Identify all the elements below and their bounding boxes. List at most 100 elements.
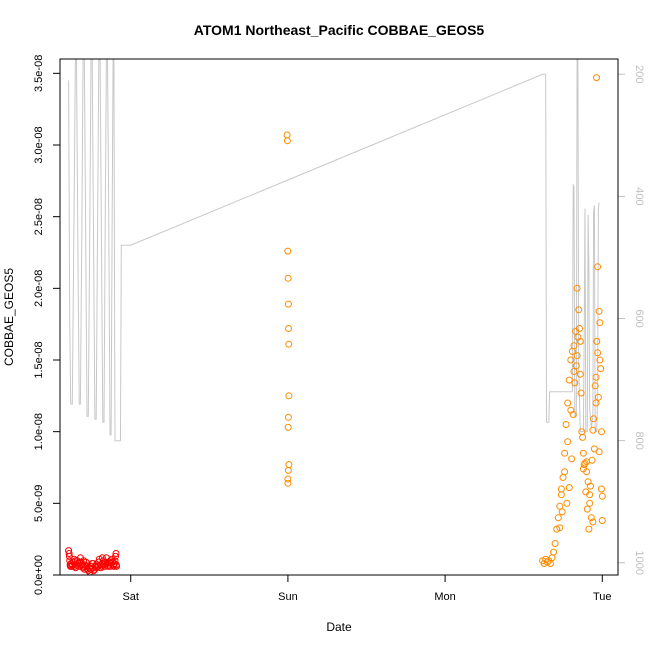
data-point-series-2 [595,448,603,456]
right-tick-label: 600 [633,309,645,327]
data-point-series-2 [592,399,600,407]
y-tick-label: 5.0e-09 [33,485,45,522]
data-point-series-2 [567,356,575,364]
data-point-series-2 [551,540,559,547]
data-point-series-2 [285,392,293,400]
data-point-series-2 [596,319,604,327]
data-point-series-2 [583,458,591,466]
data-point-series-2 [565,484,573,492]
data-point-series-1 [106,557,114,565]
plot-frame [59,58,619,576]
data-point-series-2 [576,370,584,378]
x-tick-label: Sat [122,591,139,603]
data-point-series-2 [579,449,587,457]
y-axis-label: COBBAE_GEOS5 [2,268,16,366]
data-point-series-2 [285,340,293,348]
axes-layer: Sat Sun Mon Tue 0.0e+00 5.0e-09 1.0e-08 1.5e-08… [33,55,645,603]
data-point-series-2 [592,373,600,381]
data-point-series-1 [65,550,73,557]
data-point-series-2 [573,352,581,360]
data-point-series-2 [550,548,558,556]
data-point-series-2 [590,415,598,423]
data-point-series-2 [593,74,600,82]
data-point-series-2 [554,514,562,522]
data-point-series-2 [594,263,602,271]
x-axis-label: Date [326,620,352,634]
data-point-series-2 [570,342,578,350]
data-point-series-2 [598,492,606,500]
data-point-series-2 [283,137,291,145]
data-point-series-2 [284,413,292,421]
data-point-series-2 [598,517,606,524]
x-tick-label: Tue [593,591,612,603]
data-points-layer [65,74,606,576]
data-point-series-2 [577,389,585,397]
data-point-series-2 [284,423,292,431]
data-point-series-1 [70,555,78,563]
data-point-series-2 [285,461,293,469]
chart-title: ATOM1 Northeast_Pacific COBBAE_GEOS5 [194,22,485,38]
data-point-series-2 [589,518,597,526]
y-tick-label: 3.0e-08 [33,126,45,163]
data-point-series-2 [589,426,597,434]
data-point-series-2 [579,433,587,441]
right-tick-label: 200 [633,65,645,83]
data-point-series-2 [573,284,581,292]
data-point-series-2 [557,491,565,499]
y-tick-label: 0.0e+00 [33,555,45,595]
data-point-series-2 [576,337,584,345]
data-point-series-2 [558,508,566,516]
right-tick-label: 400 [633,187,645,205]
y-tick-label: 2.0e-08 [33,270,45,307]
data-point-series-2 [564,438,572,446]
data-point-series-2 [586,491,594,499]
y-tick-label: 1.5e-08 [33,341,45,378]
data-point-series-2 [598,428,605,436]
data-point-series-2 [572,362,580,370]
data-point-series-2 [594,349,602,357]
data-point-series-2 [586,499,594,507]
x-tick-label: Mon [434,591,455,603]
y-tick-label: 3.5e-08 [33,55,45,92]
data-point-series-1 [98,554,106,562]
data-point-series-2 [597,365,605,373]
right-tick-label: 800 [633,431,645,449]
data-point-series-2 [575,306,583,314]
y-tick-label: 2.5e-08 [33,198,45,235]
data-point-series-2 [562,421,570,428]
data-point-series-2 [284,300,292,308]
data-point-series-2 [284,466,292,474]
data-point-series-1 [80,557,88,565]
data-point-series-2 [557,485,565,493]
data-point-series-2 [556,502,564,510]
data-point-series-1 [112,550,120,557]
data-point-series-2 [593,337,601,345]
data-point-series-2 [591,382,599,390]
pressure-profile-line [68,58,600,442]
pressure-profile-layer [68,58,600,442]
data-point-series-2 [596,356,604,364]
data-point-series-2 [283,131,291,139]
data-point-series-2 [570,368,578,375]
data-point-series-1 [89,560,97,567]
data-point-series-2 [561,468,569,476]
data-point-series-2 [565,376,573,384]
data-point-series-1 [68,562,76,570]
right-tick-label: 1000 [633,551,645,575]
data-point-series-2 [564,399,572,407]
data-point-series-2 [571,379,579,387]
data-point-series-2 [563,499,571,507]
data-point-series-1 [113,562,121,570]
data-point-series-2 [595,307,603,315]
y-tick-label: 1.0e-08 [33,413,45,450]
data-point-series-2 [284,475,292,483]
data-point-series-2 [576,325,583,332]
data-point-series-2 [568,455,576,463]
x-tick-label: Sun [278,591,298,603]
data-point-series-2 [556,524,564,532]
data-point-series-2 [285,325,292,332]
data-point-series-2 [561,449,569,457]
data-point-series-2 [587,482,594,490]
data-point-series-1 [71,557,79,565]
